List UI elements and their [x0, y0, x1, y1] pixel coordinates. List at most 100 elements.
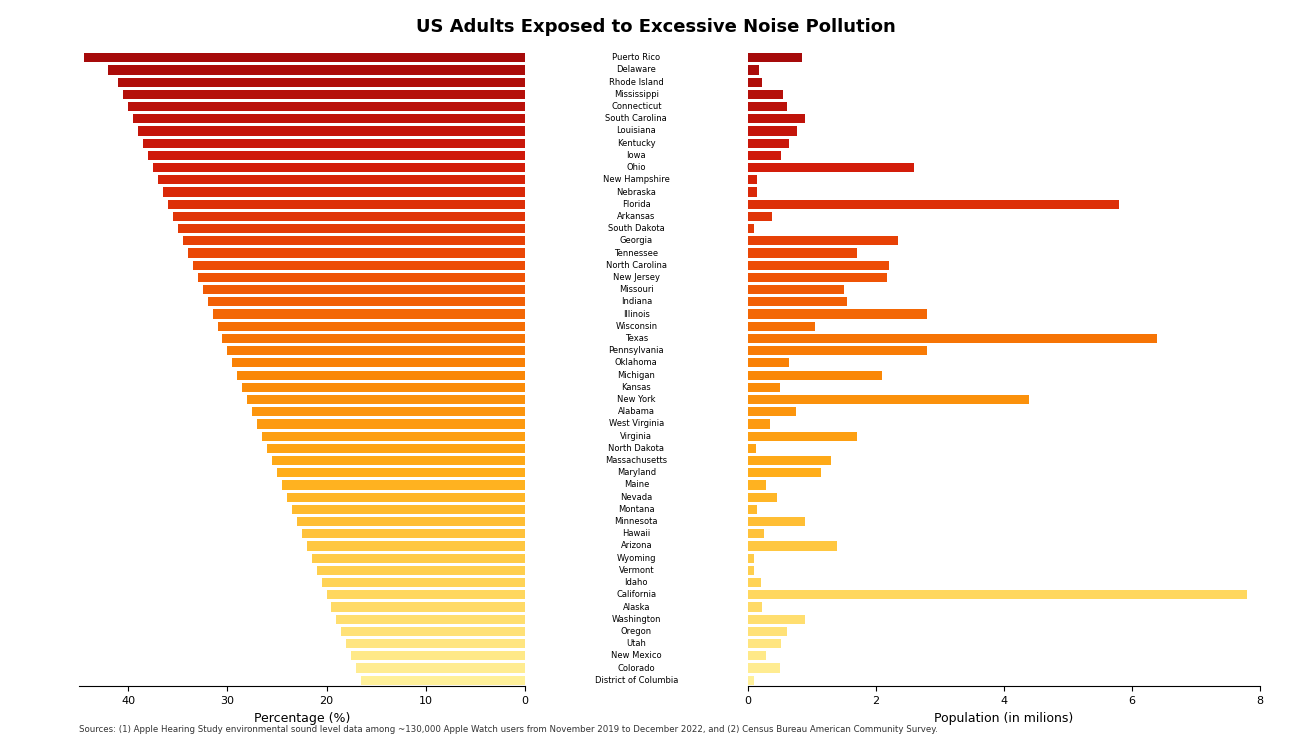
Text: Virginia: Virginia	[621, 432, 652, 441]
Bar	[748, 639, 781, 648]
Text: Arizona: Arizona	[621, 542, 652, 551]
Text: Colorado: Colorado	[618, 663, 655, 672]
Text: Wyoming: Wyoming	[617, 554, 656, 562]
Bar	[282, 480, 525, 489]
Text: Sources: (1) Apple Hearing Study environmental sound level data among ~130,000 A: Sources: (1) Apple Hearing Study environ…	[79, 725, 938, 734]
Bar	[307, 542, 525, 551]
Text: Rhode Island: Rhode Island	[609, 77, 664, 86]
Text: South Carolina: South Carolina	[605, 114, 668, 123]
Bar	[277, 468, 525, 477]
Text: Pennsylvania: Pennsylvania	[609, 346, 664, 355]
Bar	[327, 590, 525, 599]
Bar	[252, 407, 525, 416]
Bar	[297, 517, 525, 526]
Text: Ohio: Ohio	[627, 163, 646, 172]
Bar	[748, 370, 882, 379]
Bar	[302, 529, 525, 538]
Text: West Virginia: West Virginia	[609, 419, 664, 429]
Text: New Mexico: New Mexico	[611, 652, 661, 661]
Bar	[232, 359, 525, 368]
Bar	[157, 175, 525, 184]
Bar	[118, 77, 525, 87]
Bar	[188, 249, 525, 258]
Bar	[182, 236, 525, 246]
Bar	[748, 236, 899, 246]
Bar	[287, 492, 525, 502]
Bar	[748, 261, 888, 270]
Bar	[748, 249, 857, 258]
Bar	[243, 383, 525, 392]
Text: South Dakota: South Dakota	[607, 224, 665, 233]
Text: District of Columbia: District of Columbia	[594, 676, 678, 685]
Bar	[143, 139, 525, 148]
Bar	[748, 456, 830, 465]
Text: Nevada: Nevada	[621, 493, 652, 502]
Text: Nebraska: Nebraska	[617, 187, 656, 196]
Bar	[748, 139, 790, 148]
Text: Delaware: Delaware	[617, 66, 656, 75]
Text: Iowa: Iowa	[627, 151, 646, 160]
Bar	[748, 175, 757, 184]
X-axis label: Percentage (%): Percentage (%)	[253, 711, 350, 725]
Text: Wisconsin: Wisconsin	[615, 322, 657, 331]
Bar	[193, 261, 525, 270]
Text: Oregon: Oregon	[621, 627, 652, 636]
Bar	[173, 212, 525, 221]
Bar	[291, 505, 525, 514]
Text: New Hampshire: New Hampshire	[604, 176, 669, 184]
Bar	[748, 468, 821, 477]
Bar	[748, 53, 802, 62]
Text: New Jersey: New Jersey	[613, 273, 660, 282]
Text: Florida: Florida	[622, 200, 651, 209]
Bar	[178, 224, 525, 233]
Text: Puerto Rico: Puerto Rico	[613, 53, 660, 62]
Bar	[748, 578, 761, 587]
Bar	[748, 480, 766, 489]
Bar	[321, 578, 525, 587]
Bar	[748, 395, 1029, 404]
Bar	[748, 542, 837, 551]
Text: Oklahoma: Oklahoma	[615, 359, 657, 368]
Bar	[257, 419, 525, 429]
Bar	[332, 602, 525, 612]
Text: Louisiana: Louisiana	[617, 126, 656, 136]
Text: Utah: Utah	[626, 639, 647, 648]
Bar	[352, 651, 525, 661]
Text: New York: New York	[617, 395, 656, 404]
Bar	[262, 432, 525, 441]
Bar	[748, 407, 796, 416]
Bar	[748, 297, 848, 306]
Text: Alaska: Alaska	[623, 602, 649, 612]
Bar	[218, 322, 525, 331]
Text: Arkansas: Arkansas	[617, 212, 656, 221]
Bar	[748, 114, 806, 123]
Bar	[748, 615, 806, 624]
Text: Montana: Montana	[618, 505, 655, 514]
Bar	[748, 346, 926, 355]
Bar	[202, 285, 525, 294]
Text: Georgia: Georgia	[619, 236, 653, 245]
Bar	[213, 309, 525, 319]
X-axis label: Population (in milions): Population (in milions)	[934, 711, 1073, 725]
Text: California: California	[617, 590, 656, 599]
Bar	[198, 273, 525, 282]
Text: Alabama: Alabama	[618, 407, 655, 416]
Bar	[168, 200, 525, 209]
Text: Tennessee: Tennessee	[614, 249, 659, 258]
Text: Michigan: Michigan	[618, 370, 655, 379]
Bar	[748, 627, 787, 636]
Bar	[346, 639, 525, 648]
Bar	[748, 285, 844, 294]
Bar	[748, 273, 887, 282]
Bar	[748, 212, 773, 221]
Bar	[748, 383, 779, 392]
Bar	[123, 90, 525, 99]
Bar	[748, 90, 783, 99]
Bar	[748, 432, 857, 441]
Text: North Carolina: North Carolina	[606, 261, 666, 270]
Text: Mississippi: Mississippi	[614, 90, 659, 99]
Bar	[223, 334, 525, 343]
Bar	[312, 554, 525, 563]
Bar	[748, 322, 815, 331]
Text: Texas: Texas	[625, 334, 648, 343]
